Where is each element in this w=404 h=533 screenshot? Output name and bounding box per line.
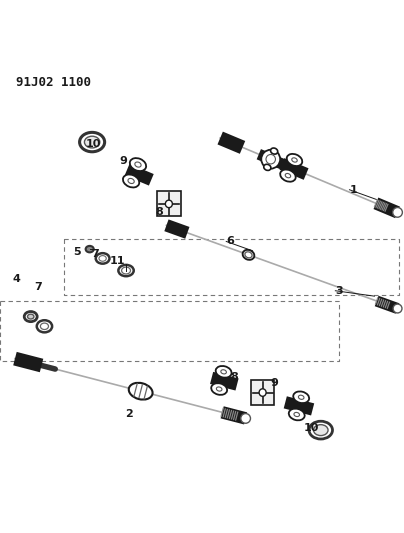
Ellipse shape: [261, 150, 280, 168]
Ellipse shape: [129, 383, 153, 400]
Ellipse shape: [84, 136, 100, 148]
Text: 7: 7: [34, 282, 42, 292]
Ellipse shape: [37, 320, 52, 333]
Text: 9: 9: [271, 378, 278, 387]
Ellipse shape: [271, 148, 278, 154]
Ellipse shape: [40, 323, 48, 329]
Ellipse shape: [292, 158, 297, 162]
Text: 1: 1: [349, 185, 357, 195]
Ellipse shape: [245, 252, 252, 258]
Ellipse shape: [86, 246, 94, 252]
Ellipse shape: [216, 366, 231, 378]
Bar: [157, 191, 181, 216]
Text: 9: 9: [119, 156, 127, 166]
Ellipse shape: [128, 179, 134, 183]
Ellipse shape: [24, 312, 37, 321]
Ellipse shape: [118, 265, 134, 276]
Ellipse shape: [280, 169, 296, 182]
Ellipse shape: [299, 395, 304, 399]
Ellipse shape: [294, 413, 299, 417]
Text: 91J02 1100: 91J02 1100: [16, 76, 91, 89]
Ellipse shape: [309, 421, 332, 439]
Ellipse shape: [99, 256, 106, 261]
Ellipse shape: [285, 173, 290, 178]
Text: 8: 8: [156, 207, 163, 217]
Ellipse shape: [293, 391, 309, 403]
Text: 2: 2: [125, 409, 133, 419]
Ellipse shape: [130, 158, 146, 171]
Ellipse shape: [264, 164, 271, 171]
Text: 6: 6: [226, 237, 234, 246]
Ellipse shape: [242, 250, 255, 260]
Text: 10: 10: [85, 139, 101, 149]
Ellipse shape: [287, 154, 302, 166]
Ellipse shape: [165, 200, 173, 208]
Text: 5: 5: [73, 247, 81, 257]
Text: 4: 4: [12, 273, 20, 284]
Ellipse shape: [314, 425, 328, 435]
Ellipse shape: [221, 370, 226, 374]
Ellipse shape: [393, 207, 402, 217]
Ellipse shape: [27, 314, 34, 319]
Ellipse shape: [96, 253, 109, 264]
Ellipse shape: [135, 162, 141, 167]
Ellipse shape: [259, 389, 266, 397]
Bar: [251, 380, 274, 405]
Ellipse shape: [211, 383, 227, 395]
Text: 3: 3: [335, 286, 343, 296]
Ellipse shape: [80, 132, 105, 152]
Ellipse shape: [289, 409, 305, 421]
Ellipse shape: [123, 174, 139, 188]
Text: 10: 10: [303, 423, 319, 433]
Ellipse shape: [241, 414, 250, 423]
Text: 7: 7: [91, 249, 99, 260]
Ellipse shape: [217, 387, 222, 391]
Text: 8: 8: [230, 372, 238, 382]
Text: 11: 11: [109, 256, 125, 266]
Ellipse shape: [122, 267, 130, 274]
Ellipse shape: [266, 155, 276, 164]
Ellipse shape: [393, 304, 402, 313]
